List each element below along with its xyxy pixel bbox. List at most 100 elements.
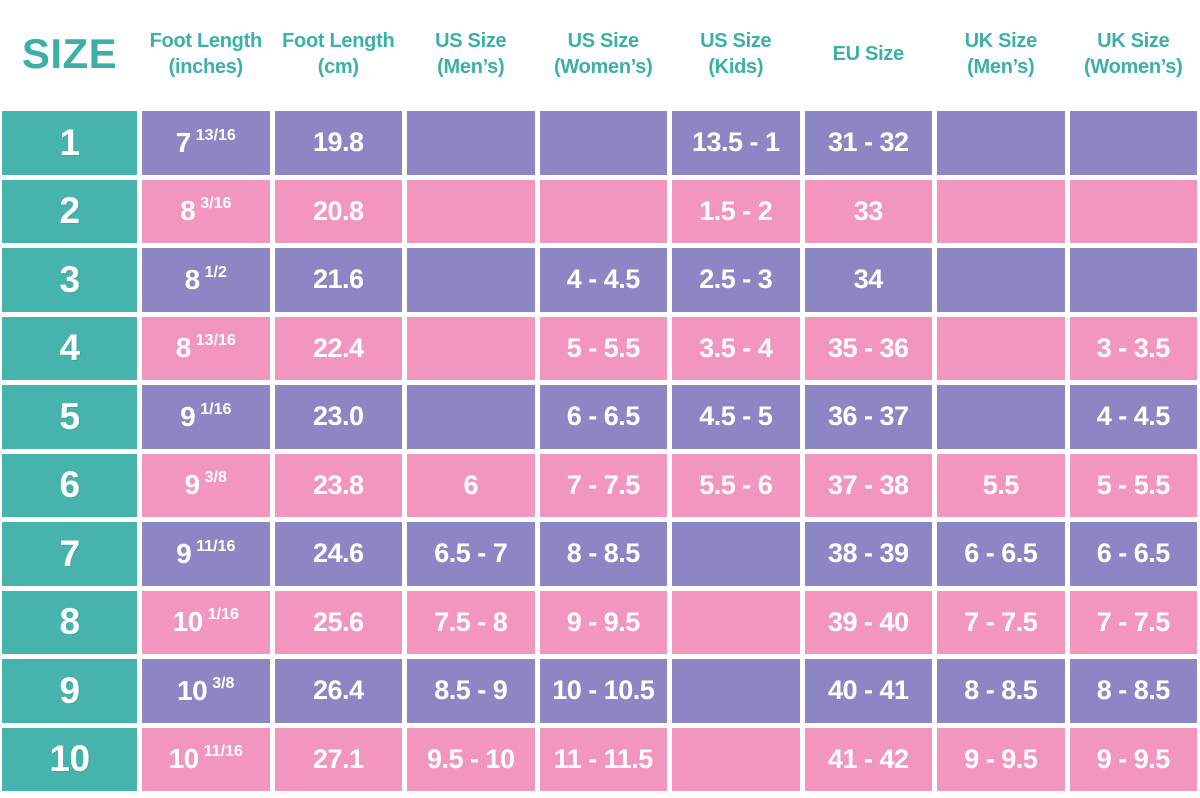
cell-uk-mens <box>937 179 1065 243</box>
cell-size: 10 <box>2 727 137 791</box>
cell-size: 9 <box>2 659 137 723</box>
cell-us-kids: 2.5 - 3 <box>672 248 800 312</box>
cell-us-mens <box>407 316 535 380</box>
column-header-line1: US Size <box>700 30 772 52</box>
inches-whole: 9 <box>176 537 192 569</box>
cell-us-womens <box>539 179 667 243</box>
cell-foot-length-cm: 19.8 <box>274 111 402 175</box>
cell-us-kids: 4.5 - 5 <box>672 385 800 449</box>
cell-size: 8 <box>2 590 137 654</box>
cell-uk-womens: 5 - 5.5 <box>1069 453 1197 517</box>
column-header-line1: US Size <box>567 30 640 52</box>
cell-eu: 35 - 36 <box>804 316 932 380</box>
cell-uk-mens <box>937 248 1065 312</box>
column-header-line2: (Women’s) <box>554 56 653 78</box>
cell-uk-womens <box>1069 111 1197 175</box>
cell-uk-womens: 8 - 8.5 <box>1069 659 1197 723</box>
cell-foot-length-inches: 9 1/16 <box>142 385 270 449</box>
cell-uk-womens: 3 - 3.5 <box>1069 316 1197 380</box>
column-header-line2: (Women’s) <box>1084 56 1183 78</box>
column-header-size: SIZE <box>21 29 118 77</box>
cell-us-mens <box>407 248 535 312</box>
cell-uk-mens: 5.5 <box>937 453 1065 517</box>
cell-foot-length-cm: 22.4 <box>274 316 402 380</box>
column-header-uk-mens: UK Size (Men’s) <box>937 2 1065 106</box>
cell-eu: 37 - 38 <box>804 453 932 517</box>
cell-us-kids: 3.5 - 4 <box>672 316 800 380</box>
cell-uk-mens: 9 - 9.5 <box>937 727 1065 791</box>
cell-us-womens <box>539 111 667 175</box>
cell-foot-length-inches: 8 1/2 <box>142 248 270 312</box>
cell-us-mens: 6.5 - 7 <box>407 522 535 586</box>
inches-whole: 7 <box>175 126 192 158</box>
cell-foot-length-cm: 23.0 <box>274 385 402 449</box>
cell-size: 4 <box>2 316 137 380</box>
cell-uk-womens: 4 - 4.5 <box>1069 385 1197 449</box>
cell-us-womens: 7 - 7.5 <box>539 453 667 517</box>
cell-us-kids <box>672 659 800 723</box>
inches-whole: 10 <box>177 674 208 706</box>
cell-foot-length-inches: 10 3/8 <box>142 659 270 723</box>
cell-foot-length-inches: 10 1/16 <box>142 590 270 654</box>
cell-us-womens: 9 - 9.5 <box>539 590 667 654</box>
cell-foot-length-inches: 10 11/16 <box>142 727 270 791</box>
cell-size: 1 <box>2 111 137 175</box>
cell-eu: 40 - 41 <box>804 659 932 723</box>
inches-fraction: 1/16 <box>207 606 239 624</box>
inches-fraction: 3/16 <box>200 195 232 213</box>
cell-foot-length-inches: 8 13/16 <box>142 316 270 380</box>
cell-us-mens <box>407 111 535 175</box>
cell-eu: 33 <box>804 179 932 243</box>
cell-uk-mens <box>937 316 1065 380</box>
cell-us-kids: 1.5 - 2 <box>672 179 800 243</box>
cell-us-mens: 9.5 - 10 <box>407 727 535 791</box>
cell-uk-womens <box>1069 179 1197 243</box>
cell-uk-mens <box>937 111 1065 175</box>
column-header-us-womens: US Size (Women’s) <box>540 2 668 106</box>
cell-foot-length-cm: 27.1 <box>274 727 402 791</box>
cell-size: 2 <box>2 179 137 243</box>
cell-us-mens <box>407 385 535 449</box>
cell-us-womens: 10 - 10.5 <box>539 659 667 723</box>
column-header-us-mens: US Size (Men’s) <box>407 2 535 106</box>
cell-size: 6 <box>2 453 137 517</box>
cell-uk-womens: 9 - 9.5 <box>1069 727 1197 791</box>
cell-foot-length-cm: 24.6 <box>274 522 402 586</box>
cell-uk-mens: 8 - 8.5 <box>937 659 1065 723</box>
column-header-line2: (Men’s) <box>437 56 505 78</box>
inches-whole: 10 <box>168 743 200 775</box>
cell-foot-length-inches: 7 13/16 <box>142 111 270 175</box>
column-header-line1: Foot Length <box>282 30 395 52</box>
inches-fraction: 13/16 <box>195 126 236 144</box>
cell-foot-length-cm: 21.6 <box>274 248 402 312</box>
cell-eu: 41 - 42 <box>804 727 932 791</box>
cell-us-mens: 8.5 - 9 <box>407 659 535 723</box>
column-header-us-kids: US Size (Kids) <box>672 2 800 106</box>
inches-fraction: 3/8 <box>212 674 235 692</box>
cell-us-mens <box>407 179 535 243</box>
cell-size: 5 <box>2 385 137 449</box>
cell-uk-womens <box>1069 248 1197 312</box>
inches-fraction: 3/8 <box>204 469 227 487</box>
cell-us-mens: 7.5 - 8 <box>407 590 535 654</box>
cell-foot-length-inches: 8 3/16 <box>142 179 270 243</box>
cell-foot-length-cm: 20.8 <box>274 179 402 243</box>
inches-whole: 10 <box>172 606 204 638</box>
cell-uk-mens: 6 - 6.5 <box>937 522 1065 586</box>
inches-fraction: 13/16 <box>195 332 236 350</box>
column-header-line2: (inches) <box>168 56 244 78</box>
cell-us-kids: 5.5 - 6 <box>672 453 800 517</box>
column-header-line2: (Men’s) <box>967 56 1035 78</box>
cell-us-kids: 13.5 - 1 <box>672 111 800 175</box>
inches-fraction: 11/16 <box>196 537 236 555</box>
column-header-uk-womens: UK Size (Women’s) <box>1070 2 1198 106</box>
cell-eu: 36 - 37 <box>804 385 932 449</box>
column-header-line1: UK Size <box>1097 30 1170 52</box>
cell-eu: 38 - 39 <box>804 522 932 586</box>
column-header-line2: (cm) <box>317 56 359 78</box>
inches-whole: 8 <box>184 263 201 295</box>
cell-uk-mens <box>937 385 1065 449</box>
cell-foot-length-cm: 26.4 <box>274 659 402 723</box>
column-header-line1: UK Size <box>964 30 1038 52</box>
